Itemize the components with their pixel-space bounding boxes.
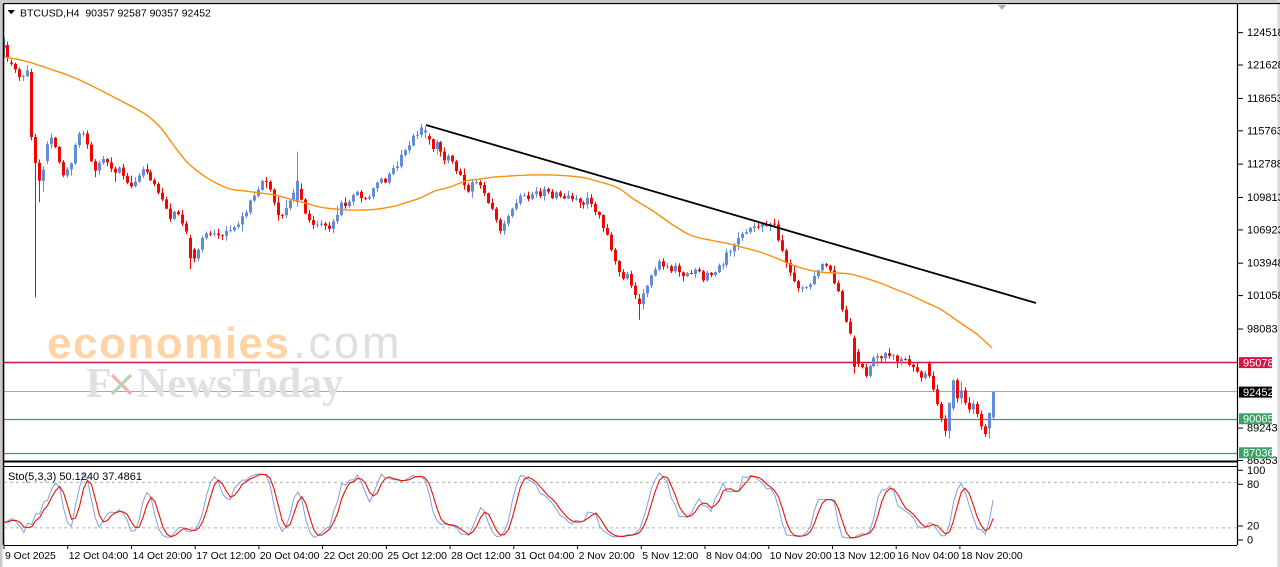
svg-text:F: F: [86, 361, 112, 407]
svg-text:16 Nov 04:00: 16 Nov 04:00: [897, 551, 959, 562]
svg-text:14 Oct 20:00: 14 Oct 20:00: [133, 551, 193, 562]
svg-text:9 Oct 2025: 9 Oct 2025: [5, 551, 56, 562]
svg-text:118653: 118653: [1247, 93, 1280, 105]
svg-text:90065: 90065: [1243, 414, 1274, 426]
svg-text:124518: 124518: [1247, 27, 1280, 39]
svg-text:121628: 121628: [1247, 60, 1280, 72]
svg-text:8 Nov 04:00: 8 Nov 04:00: [706, 551, 762, 562]
svg-text:13 Nov 12:00: 13 Nov 12:00: [834, 551, 896, 562]
svg-text:106923: 106923: [1247, 224, 1280, 236]
svg-text:115763: 115763: [1247, 125, 1280, 137]
svg-text:0: 0: [1247, 535, 1253, 547]
svg-text:2 Nov 20:00: 2 Nov 20:00: [579, 551, 635, 562]
svg-text:18 Nov 20:00: 18 Nov 20:00: [961, 551, 1023, 562]
svg-text:31 Oct 04:00: 31 Oct 04:00: [515, 551, 575, 562]
svg-text:100: 100: [1247, 465, 1265, 477]
svg-text:20: 20: [1247, 521, 1259, 533]
svg-text:25 Oct 12:00: 25 Oct 12:00: [387, 551, 447, 562]
svg-text:NewsToday: NewsToday: [137, 361, 343, 407]
svg-text:28 Oct 12:00: 28 Oct 12:00: [451, 551, 511, 562]
svg-text:17 Oct 12:00: 17 Oct 12:00: [196, 551, 256, 562]
svg-text:5 Nov 12:00: 5 Nov 12:00: [642, 551, 698, 562]
svg-text:92452: 92452: [1243, 387, 1274, 399]
svg-text:22 Oct 20:00: 22 Oct 20:00: [324, 551, 384, 562]
svg-text:101058: 101058: [1247, 290, 1280, 302]
svg-text:87036: 87036: [1243, 448, 1274, 460]
svg-text:103948: 103948: [1247, 258, 1280, 270]
svg-text:12 Oct 04:00: 12 Oct 04:00: [69, 551, 129, 562]
svg-text:95078: 95078: [1243, 357, 1274, 369]
svg-text:BTCUSD,H4 90357 92587 90357 9: BTCUSD,H4 90357 92587 90357 92452: [20, 8, 211, 20]
svg-text:89243: 89243: [1247, 423, 1278, 435]
svg-text:109813: 109813: [1247, 192, 1280, 204]
svg-text:.com: .com: [293, 317, 403, 368]
svg-text:112788: 112788: [1247, 159, 1280, 171]
svg-text:10 Nov 20:00: 10 Nov 20:00: [770, 551, 832, 562]
svg-text:98083: 98083: [1247, 324, 1278, 336]
svg-text:Sto(5,3,3) 50.1240 37.4861: Sto(5,3,3) 50.1240 37.4861: [8, 471, 142, 483]
svg-text:economies: economies: [47, 319, 290, 368]
svg-text:20 Oct 04:00: 20 Oct 04:00: [260, 551, 320, 562]
svg-text:80: 80: [1247, 479, 1259, 491]
